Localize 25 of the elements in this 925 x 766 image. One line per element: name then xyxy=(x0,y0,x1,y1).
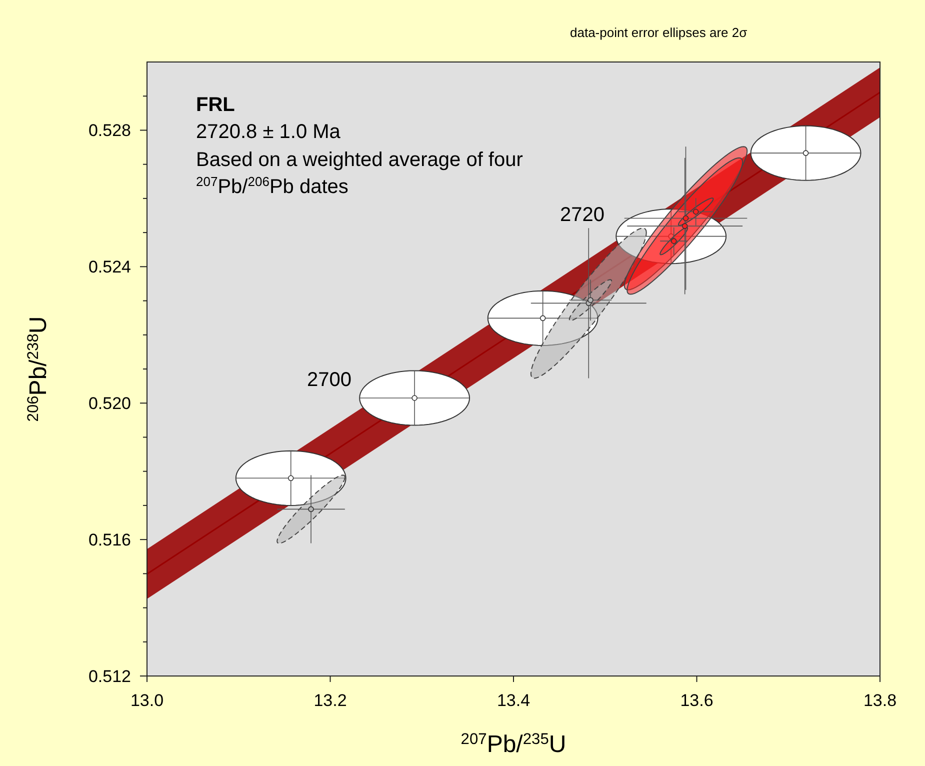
text: data-point error ellipses are 2σ xyxy=(570,25,748,40)
y-tick-label: 0.512 xyxy=(88,667,131,686)
text: 2720.8 ± 1.0 Ma xyxy=(196,121,342,143)
x-axis-title: $^{207}$Pb/$^{235}$U xyxy=(460,730,566,758)
annotation: 2700 xyxy=(307,369,352,391)
point xyxy=(668,233,674,240)
point xyxy=(412,395,418,401)
x-tick-label: 13.2 xyxy=(314,691,347,710)
point xyxy=(802,150,809,156)
annotation: 2720 xyxy=(560,204,604,226)
y-tick-label: 0.520 xyxy=(88,394,131,414)
text: FRL xyxy=(196,94,235,116)
point xyxy=(682,223,688,229)
point xyxy=(288,475,294,482)
y-tick-label: 0.516 xyxy=(88,530,131,550)
x-tick-label: 13.8 xyxy=(863,691,897,710)
y-tick-label: 0.528 xyxy=(88,121,131,140)
x-tick-label: 13.4 xyxy=(496,691,530,710)
x-tick-label: 13.0 xyxy=(130,691,164,710)
annotation: $^{207}$Pb/$^{206}$Pb dates xyxy=(196,174,348,198)
y-tick-label: 0.524 xyxy=(88,258,131,277)
annotation: Based on a weighted average of four xyxy=(196,149,524,171)
x-tick-label: 13.6 xyxy=(680,691,714,710)
point xyxy=(682,215,689,222)
point xyxy=(540,315,546,322)
